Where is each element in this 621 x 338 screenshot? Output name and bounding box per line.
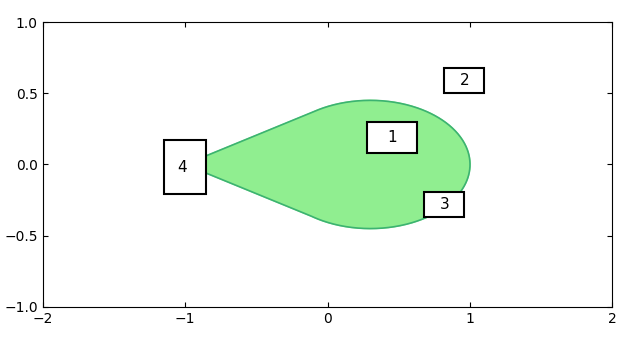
- Bar: [368, 122, 417, 153]
- Text: 2: 2: [460, 73, 469, 88]
- Text: 4: 4: [178, 160, 187, 175]
- Polygon shape: [185, 100, 470, 228]
- Text: 3: 3: [440, 197, 449, 212]
- Bar: [424, 192, 465, 217]
- Bar: [445, 68, 484, 93]
- Text: 1: 1: [387, 130, 396, 145]
- Bar: [164, 140, 206, 194]
